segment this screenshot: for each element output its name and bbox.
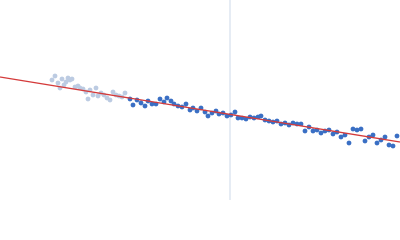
- data-point: [168, 98, 174, 104]
- data-point: [390, 143, 396, 149]
- data-point: [358, 126, 364, 132]
- data-point: [55, 80, 61, 86]
- data-point: [130, 102, 136, 108]
- data-point: [318, 130, 324, 136]
- data-point: [95, 93, 101, 99]
- data-point: [69, 76, 75, 82]
- page: {"chart_data": {"type": "scatter", "xlim…: [0, 0, 400, 200]
- data-point: [302, 128, 308, 134]
- data-point: [63, 79, 69, 85]
- data-point: [310, 128, 316, 134]
- data-point: [346, 140, 352, 146]
- data-point: [362, 138, 368, 144]
- data-point: [205, 113, 211, 119]
- data-point: [149, 101, 155, 107]
- data-point: [386, 142, 392, 148]
- data-point: [330, 131, 336, 137]
- data-point: [338, 134, 344, 140]
- data-point: [107, 97, 113, 103]
- data-point: [59, 76, 65, 82]
- data-point: [350, 126, 356, 132]
- chart: [0, 0, 400, 200]
- data-point: [374, 140, 380, 146]
- data-point: [157, 96, 163, 102]
- data-point: [232, 109, 238, 115]
- data-point: [382, 134, 388, 140]
- data-point: [122, 90, 128, 96]
- data-point: [354, 127, 360, 133]
- data-point: [183, 101, 189, 107]
- data-point: [138, 100, 144, 106]
- data-point: [235, 115, 241, 121]
- data-point: [224, 113, 230, 119]
- data-point: [142, 103, 148, 109]
- data-point: [394, 133, 400, 139]
- fit-line: [0, 76, 400, 143]
- data-point: [52, 73, 58, 79]
- data-point: [93, 85, 99, 91]
- data-point: [370, 132, 376, 138]
- data-point: [85, 96, 91, 102]
- data-point: [49, 77, 55, 83]
- data-point: [90, 92, 96, 98]
- data-point: [258, 113, 264, 119]
- data-point: [110, 89, 116, 95]
- data-point: [164, 95, 170, 101]
